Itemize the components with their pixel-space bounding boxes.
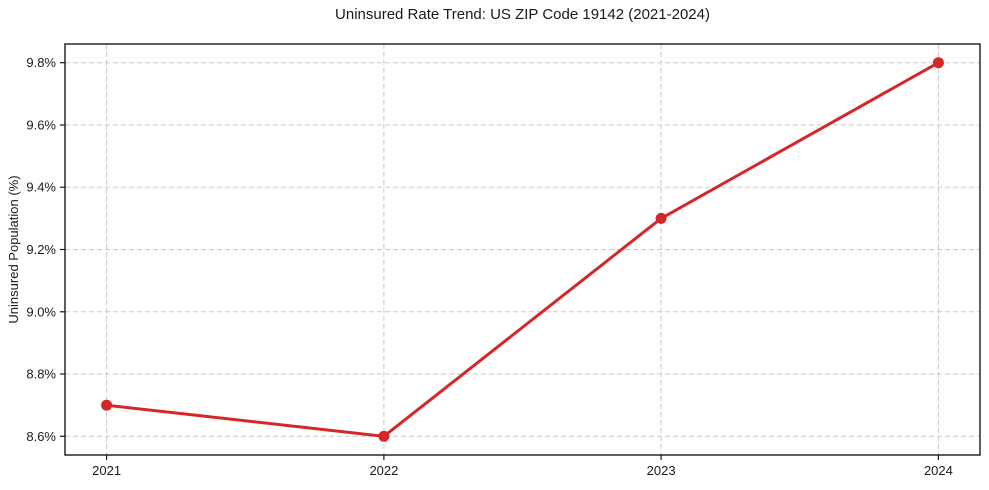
x-tick-label: 2021 <box>92 463 121 478</box>
y-tick-label: 8.6% <box>26 429 56 444</box>
data-point-marker <box>378 430 390 442</box>
y-tick-label: 9.8% <box>26 55 56 70</box>
data-point-marker <box>932 57 944 69</box>
x-tick-label: 2024 <box>924 463 953 478</box>
trend-line <box>105 61 940 438</box>
chart-title: Uninsured Rate Trend: US ZIP Code 19142 … <box>335 6 710 23</box>
y-tick-label: 8.8% <box>26 367 56 382</box>
data-point-marker <box>655 212 667 224</box>
x-tick-label: 2023 <box>647 463 676 478</box>
data-point-marker <box>101 399 113 411</box>
y-tick-label: 9.6% <box>26 118 56 133</box>
x-tick-label: 2022 <box>369 463 398 478</box>
y-tick-label: 9.2% <box>26 242 56 257</box>
y-tick-label: 9.4% <box>26 180 56 195</box>
y-tick-label: 9.0% <box>26 304 56 319</box>
